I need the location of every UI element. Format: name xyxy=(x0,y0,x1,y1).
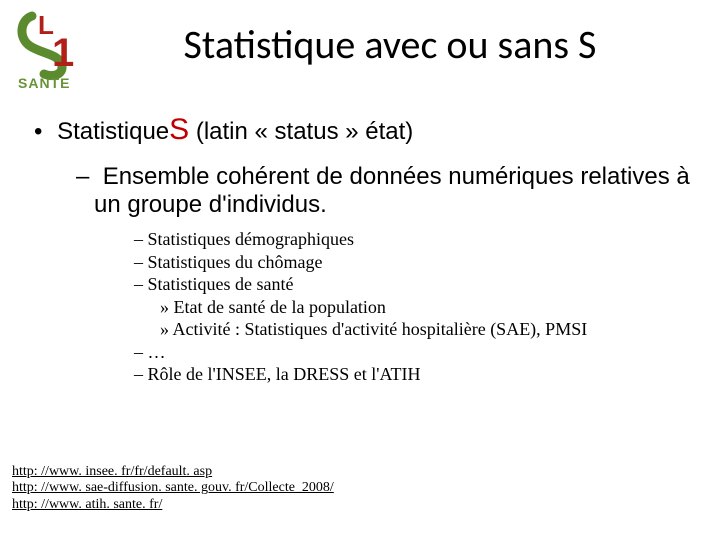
b1-prefix: Statistique xyxy=(57,118,169,145)
sante-logo: L 1 SANTE xyxy=(12,8,84,90)
footer-links: http: //www. insee. fr/fr/default. asp h… xyxy=(12,464,334,514)
l3-item: – Statistiques de santé xyxy=(150,273,700,296)
link-sae[interactable]: http: //www. sae-diffusion. sante. gouv.… xyxy=(12,480,334,497)
b2-text: Ensemble cohérent de données numériques … xyxy=(94,163,690,218)
l3-2-text: Statistiques du chômage xyxy=(148,252,323,272)
l4-1-text: Etat de santé de la population xyxy=(174,297,386,317)
l4-item: » Activité : Statistiques d'activité hos… xyxy=(148,318,700,341)
l4-item: » Etat de santé de la population xyxy=(148,296,700,319)
level3-block: – Statistiques démographiques – Statisti… xyxy=(34,228,700,386)
svg-text:SANTE: SANTE xyxy=(18,75,70,90)
bullet-level2: – Ensemble cohérent de données numérique… xyxy=(52,163,700,218)
l3-4-text: … xyxy=(148,342,166,362)
slide-body: • StatistiqueS (latin « status » état) –… xyxy=(0,69,720,386)
l3-5-text: Rôle de l'INSEE, la DRESS et l'ATIH xyxy=(148,364,421,384)
b1-suffix: (latin « status » état) xyxy=(189,118,413,145)
l3-1-text: Statistiques démographiques xyxy=(148,229,354,249)
svg-text:1: 1 xyxy=(52,31,74,75)
bullet-dot: • xyxy=(34,118,42,145)
l4-2-text: Activité : Statistiques d'activité hospi… xyxy=(173,319,588,339)
l3-item: – … xyxy=(150,341,700,364)
bullet-level1: • StatistiqueS (latin « status » état) xyxy=(34,113,700,147)
l3-item: – Statistiques démographiques xyxy=(150,228,700,251)
link-atih[interactable]: http: //www. atih. sante. fr/ xyxy=(12,497,162,514)
slide-title: Statistique avec ou sans S xyxy=(0,0,720,69)
l3-item: – Rôle de l'INSEE, la DRESS et l'ATIH xyxy=(150,363,700,386)
b1-big-s: S xyxy=(169,113,189,146)
link-insee[interactable]: http: //www. insee. fr/fr/default. asp xyxy=(12,464,212,481)
l3-item: – Statistiques du chômage xyxy=(150,251,700,274)
l3-3-text: Statistiques de santé xyxy=(148,274,294,294)
